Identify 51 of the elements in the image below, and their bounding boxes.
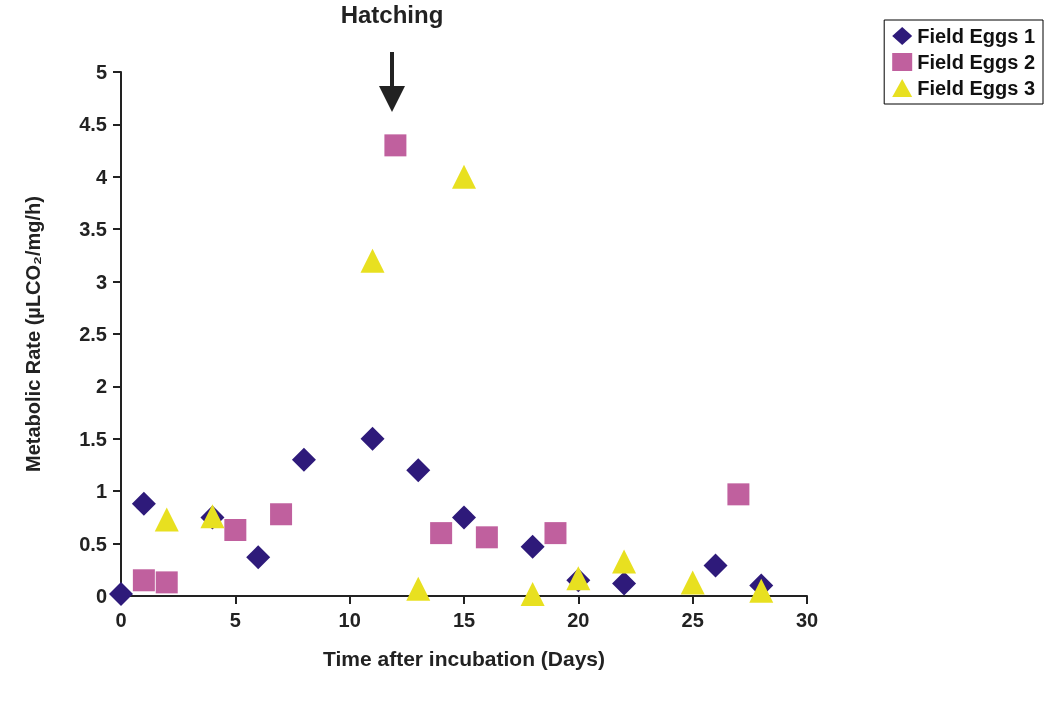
x-tick-label: 0 bbox=[115, 609, 127, 631]
point bbox=[452, 505, 476, 530]
x-tick-label: 20 bbox=[567, 609, 590, 631]
point bbox=[360, 248, 385, 273]
y-tick-label: 4.5 bbox=[79, 113, 107, 136]
point bbox=[109, 581, 133, 606]
x-tick-label: 15 bbox=[452, 609, 476, 631]
legend-label: Field Eggs 1 bbox=[917, 25, 1036, 47]
y-tick-label: 0.5 bbox=[79, 532, 107, 555]
x-tick-label: 25 bbox=[681, 609, 704, 631]
point bbox=[131, 491, 156, 516]
point bbox=[520, 581, 545, 606]
point bbox=[132, 569, 155, 592]
y-axis-title: Metabolic Rate (µLCO₂/mg/h) bbox=[22, 196, 44, 472]
y-tick-label: 5 bbox=[95, 61, 107, 83]
point bbox=[612, 549, 637, 574]
point bbox=[475, 526, 498, 549]
point bbox=[154, 507, 179, 532]
y-tick-label: 2.5 bbox=[79, 323, 107, 345]
x-tick-label: 10 bbox=[338, 609, 361, 631]
point bbox=[360, 426, 385, 451]
x-tick-label: 30 bbox=[795, 609, 819, 631]
point bbox=[680, 570, 705, 595]
x-axis-title: Time after incubation (Days) bbox=[322, 647, 606, 670]
point bbox=[246, 545, 271, 570]
legend-label: Field Eggs 3 bbox=[917, 77, 1036, 99]
y-tick-label: 0 bbox=[95, 585, 107, 607]
y-tick-label: 1 bbox=[95, 480, 107, 503]
point bbox=[155, 571, 178, 594]
point bbox=[520, 534, 545, 559]
point bbox=[612, 571, 637, 596]
point bbox=[291, 447, 316, 472]
point bbox=[430, 522, 453, 545]
legend-label: Field Eggs 2 bbox=[917, 51, 1036, 73]
point bbox=[544, 522, 567, 545]
y-tick-label: 1.5 bbox=[79, 427, 107, 450]
y-tick-label: 3 bbox=[95, 270, 107, 293]
point bbox=[749, 578, 774, 603]
text: Hatching bbox=[340, 0, 444, 28]
point bbox=[384, 134, 407, 157]
x-tick-label: 5 bbox=[229, 609, 241, 631]
point bbox=[452, 164, 476, 189]
point bbox=[270, 503, 293, 526]
point bbox=[224, 518, 247, 541]
point bbox=[727, 483, 750, 506]
point bbox=[406, 576, 431, 601]
point bbox=[406, 458, 431, 483]
y-tick-label: 4 bbox=[95, 165, 108, 188]
y-tick-label: 2 bbox=[95, 375, 107, 398]
y-tick-label: 3.5 bbox=[79, 218, 107, 241]
point bbox=[703, 553, 728, 578]
